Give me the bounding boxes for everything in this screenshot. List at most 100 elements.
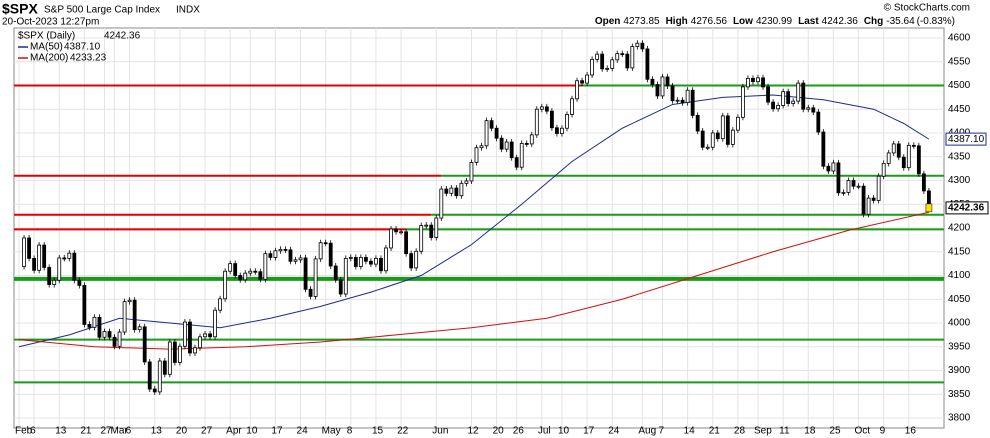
y-tick-label: 4000 <box>948 318 971 329</box>
candle <box>348 257 353 259</box>
candle <box>746 77 750 88</box>
candle <box>414 250 419 269</box>
candle <box>876 175 881 201</box>
candle <box>911 144 916 147</box>
candle <box>796 82 801 102</box>
candle <box>268 253 273 258</box>
candle <box>705 146 710 149</box>
candle <box>831 162 836 172</box>
x-tick-label: 24 <box>608 426 620 437</box>
candle <box>776 105 781 110</box>
y-tick-label: 4300 <box>948 175 971 186</box>
quote-value: 4273.85 <box>623 16 660 27</box>
candle <box>283 248 288 251</box>
candle <box>715 132 720 140</box>
legend-name: MA(200) <box>30 53 68 64</box>
candle <box>157 360 162 393</box>
candle <box>122 301 127 333</box>
timestamp: 20-Oct-2023 12:27pm <box>2 17 99 28</box>
candle <box>590 58 595 76</box>
candle <box>188 321 192 354</box>
candle <box>575 80 579 100</box>
candle <box>147 361 152 390</box>
candle <box>851 180 856 187</box>
candle <box>313 258 318 297</box>
candle <box>866 197 871 215</box>
candle <box>454 187 459 197</box>
candle <box>751 77 755 83</box>
candle <box>444 188 449 194</box>
candle <box>258 271 263 280</box>
candle <box>826 165 831 172</box>
candle <box>735 116 740 131</box>
x-tick-label: 16 <box>905 426 917 437</box>
candle <box>665 76 670 87</box>
candle <box>102 331 107 338</box>
candle <box>635 42 640 47</box>
candle <box>570 98 574 115</box>
x-tick-label: 24 <box>297 426 309 437</box>
candle <box>343 258 348 295</box>
quote-value: 4230.99 <box>756 16 793 27</box>
candle <box>142 326 147 363</box>
candle <box>404 231 409 255</box>
candle <box>529 134 534 145</box>
candle <box>253 270 258 273</box>
x-tick-label: 20 <box>493 426 505 437</box>
x-tick-label: Oct <box>855 426 871 437</box>
candle <box>499 137 504 150</box>
candle <box>625 53 630 69</box>
candle <box>384 247 388 272</box>
candle <box>248 270 253 274</box>
candle <box>308 288 313 297</box>
moving-average <box>18 94 930 348</box>
candle <box>620 53 625 56</box>
y-tick-label: 3950 <box>948 341 971 352</box>
candle <box>484 120 489 147</box>
candle <box>585 74 589 84</box>
candle <box>82 285 87 325</box>
candle <box>670 85 675 102</box>
candle <box>514 157 519 168</box>
candle <box>358 257 363 267</box>
candle <box>766 86 770 103</box>
candle <box>786 91 791 104</box>
candle <box>544 106 549 112</box>
quote: Open 4273.85 High 4276.56 Low 4230.99 Last 4242… <box>595 16 955 27</box>
x-tick-label: 26 <box>513 426 525 437</box>
candle <box>695 115 700 132</box>
candle <box>32 258 37 271</box>
legend-value: 4233.23 <box>70 53 107 64</box>
quote-label: Last <box>798 16 819 27</box>
legend-price: $SPX (Daily) <box>18 31 75 42</box>
candle <box>379 258 383 272</box>
candle <box>469 162 474 182</box>
candle <box>464 180 469 184</box>
candle <box>655 84 660 97</box>
candle <box>203 333 207 338</box>
x-tick-label: 9 <box>880 426 886 437</box>
x-tick-label: 18 <box>804 426 816 437</box>
legend-price-value: 4242.36 <box>104 31 141 42</box>
candle <box>369 260 373 265</box>
watermark: © StockCharts.com <box>884 3 970 14</box>
x-tick-label: Jul <box>538 426 551 437</box>
candle <box>549 110 554 129</box>
candle <box>741 86 745 118</box>
x-tick-label: 28 <box>734 426 746 437</box>
candle <box>771 101 775 110</box>
candle <box>891 143 896 154</box>
candle <box>645 48 650 80</box>
candle <box>906 144 911 169</box>
y-tick-label: 3850 <box>948 389 971 400</box>
y-tick-label: 4050 <box>948 294 971 305</box>
candle <box>610 59 615 69</box>
candle <box>47 267 52 285</box>
candle <box>303 257 308 290</box>
candle <box>409 253 414 269</box>
legend-value: 4387.10 <box>64 42 101 53</box>
candle <box>27 237 31 259</box>
x-tick-label: 25 <box>829 426 841 437</box>
candle <box>489 120 494 129</box>
